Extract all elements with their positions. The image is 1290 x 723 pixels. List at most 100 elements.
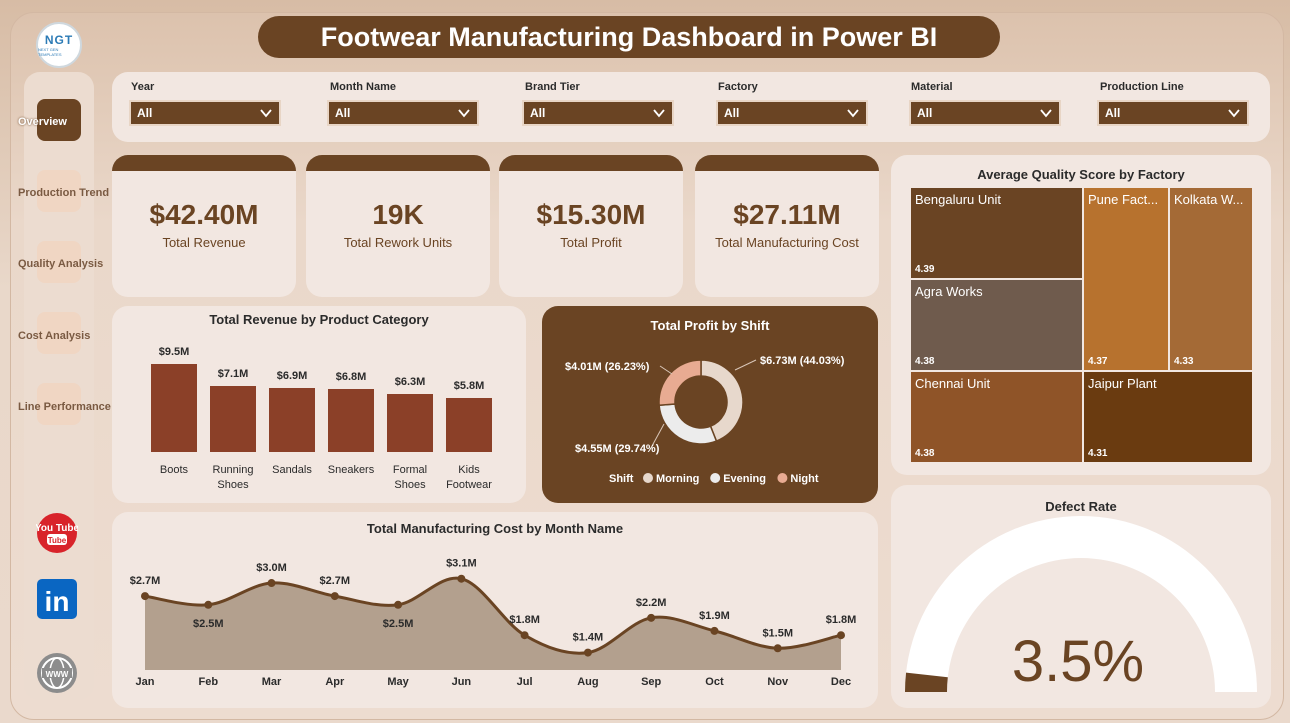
youtube-you-text: You Tube — [36, 523, 78, 534]
treemap-cell[interactable]: Chennai Unit 4.38 — [910, 371, 1083, 463]
treemap-cell-value: 4.31 — [1088, 448, 1108, 459]
revenue-bar-label: $6.9M — [276, 370, 308, 383]
cost-point[interactable] — [204, 600, 213, 609]
cost-month-label: May — [387, 676, 409, 688]
nav-overview-button[interactable] — [37, 99, 81, 141]
treemap-cell-value: 4.39 — [915, 264, 935, 275]
filter-month-select[interactable]: All — [327, 100, 479, 126]
shift-slice-evening[interactable] — [658, 403, 718, 445]
kpi-label: Total Revenue — [162, 235, 246, 250]
treemap-cell-value: 4.38 — [915, 448, 935, 459]
cost-point[interactable] — [141, 592, 149, 601]
nav-cost-analysis-label[interactable]: Cost Analysis — [18, 330, 91, 342]
nav-line-performance-button[interactable] — [37, 383, 81, 425]
kpi-value: 19K — [372, 199, 424, 230]
filter-month-label: Month Name — [330, 81, 396, 93]
filter-material-label: Material — [911, 81, 953, 93]
revenue-category-label: Running Shoes — [212, 464, 254, 491]
kpi-value: $15.30M — [536, 199, 646, 230]
gauge-fill — [905, 672, 948, 692]
nav-production-trend-button[interactable] — [37, 170, 81, 212]
revenue-bar[interactable] — [387, 393, 433, 452]
page-title: Footwear Manufacturing Dashboard in Powe… — [258, 16, 1000, 58]
shift-legend-item[interactable]: Evening — [723, 473, 766, 485]
revenue-bar[interactable] — [269, 388, 315, 452]
nav-cost-analysis-button[interactable] — [37, 312, 81, 354]
linkedin-icon[interactable]: in — [36, 578, 78, 620]
filter-material-select[interactable]: All — [909, 100, 1061, 126]
cost-area-chart: $2.7M Jan $2.5M Feb $3.0M Mar $2.7M Apr $2.5M May… — [130, 558, 857, 688]
treemap-cell[interactable]: Pune Fact... 4.37 — [1083, 187, 1169, 371]
cost-point[interactable] — [647, 613, 656, 622]
filter-factory-select[interactable]: All — [716, 100, 868, 126]
cost-data-label: $1.4M — [573, 632, 604, 644]
cost-point[interactable] — [457, 574, 466, 583]
treemap-cell-name: Agra Works — [915, 284, 983, 299]
treemap-cell-value: 4.37 — [1088, 356, 1108, 367]
kpi-card-total-rework-units: 19K Total Rework Units — [306, 155, 490, 297]
revenue-bar-label: $6.3M — [394, 375, 426, 388]
shift-legend-title: Shift — [609, 473, 634, 485]
nav-overview-label[interactable]: Overview — [18, 116, 67, 128]
cost-month-label: Mar — [262, 676, 282, 688]
shift-chart-title: Total Profit by Shift — [650, 318, 770, 333]
cost-point[interactable] — [394, 600, 403, 609]
nav-quality-analysis-button[interactable] — [37, 241, 81, 283]
treemap-cell-value: 4.33 — [1174, 356, 1194, 367]
shift-slice-night[interactable] — [658, 359, 702, 407]
filter-year-select[interactable]: All — [129, 100, 281, 126]
treemap-cell-name: Kolkata W... — [1174, 192, 1244, 207]
revenue-bar[interactable] — [446, 398, 492, 452]
filter-production-line-select[interactable]: All — [1097, 100, 1249, 126]
cost-point[interactable] — [520, 631, 529, 640]
cost-point[interactable] — [583, 648, 592, 657]
cost-month-label: Sep — [641, 676, 661, 688]
revenue-bar[interactable] — [210, 386, 256, 452]
ngt-logo: NGT NEXT GEN TEMPLATES — [36, 22, 82, 68]
chevron-down-icon — [653, 109, 665, 118]
filter-brand-tier-select[interactable]: All — [522, 100, 674, 126]
treemap-cell[interactable]: Bengaluru Unit 4.39 — [910, 187, 1083, 279]
cost-point[interactable] — [267, 579, 276, 588]
shift-slice-label: $6.73M (44.03%) — [760, 355, 845, 367]
cost-point[interactable] — [710, 626, 719, 635]
svg-text:WWW: WWW — [46, 670, 69, 679]
revenue-category-label: Sandals — [272, 464, 312, 476]
kpi-label: Total Rework Units — [343, 235, 453, 250]
shift-legend-item[interactable]: Night — [790, 473, 818, 485]
shift-slice-morning[interactable] — [700, 359, 744, 443]
shift-legend-item[interactable]: Morning — [656, 473, 699, 485]
chevron-down-icon — [1228, 109, 1240, 118]
shift-leader-line — [734, 359, 757, 371]
cost-month-label: Feb — [198, 676, 218, 688]
cost-point[interactable] — [773, 644, 782, 653]
revenue-bar[interactable] — [328, 389, 374, 452]
cost-data-label: $2.7M — [320, 575, 351, 587]
cost-point[interactable] — [837, 631, 845, 640]
nav-production-trend-label[interactable]: Production Trend — [18, 187, 110, 199]
treemap-cell[interactable]: Kolkata W... 4.33 — [1169, 187, 1253, 371]
chevron-down-icon — [847, 109, 859, 118]
youtube-icon[interactable]: You Tube Tube — [36, 512, 78, 554]
cost-point[interactable] — [330, 592, 339, 601]
cost-month-label: Aug — [577, 676, 598, 688]
nav-quality-analysis-label[interactable]: Quality Analysis — [18, 258, 104, 270]
cost-month-label: Jun — [452, 676, 472, 688]
treemap-cell[interactable]: Jaipur Plant 4.31 — [1083, 371, 1253, 463]
cost-month-label: Jan — [136, 676, 155, 688]
treemap-cell-name: Bengaluru Unit — [915, 192, 1001, 207]
shift-slice-label: $4.55M (29.74%) — [575, 443, 660, 455]
nav-line-performance-label[interactable]: Line Performance — [18, 401, 111, 413]
revenue-bar[interactable] — [151, 364, 197, 452]
filter-production-line-value: All — [1105, 106, 1121, 120]
chevron-down-icon — [260, 109, 272, 118]
kpi-card-total-revenue: $42.40M Total Revenue — [112, 155, 296, 297]
kpi-card-total-profit: $15.30M Total Profit — [499, 155, 683, 297]
filter-year-label: Year — [131, 81, 155, 93]
globe-icon[interactable]: WWW — [36, 652, 78, 694]
cost-month-label: Dec — [831, 676, 851, 688]
defect-chart-title: Defect Rate — [1045, 499, 1117, 514]
revenue-bar-label: $9.5M — [158, 346, 190, 358]
treemap-cell[interactable]: Agra Works 4.38 — [910, 279, 1083, 371]
cost-data-label: $2.7M — [130, 575, 161, 587]
